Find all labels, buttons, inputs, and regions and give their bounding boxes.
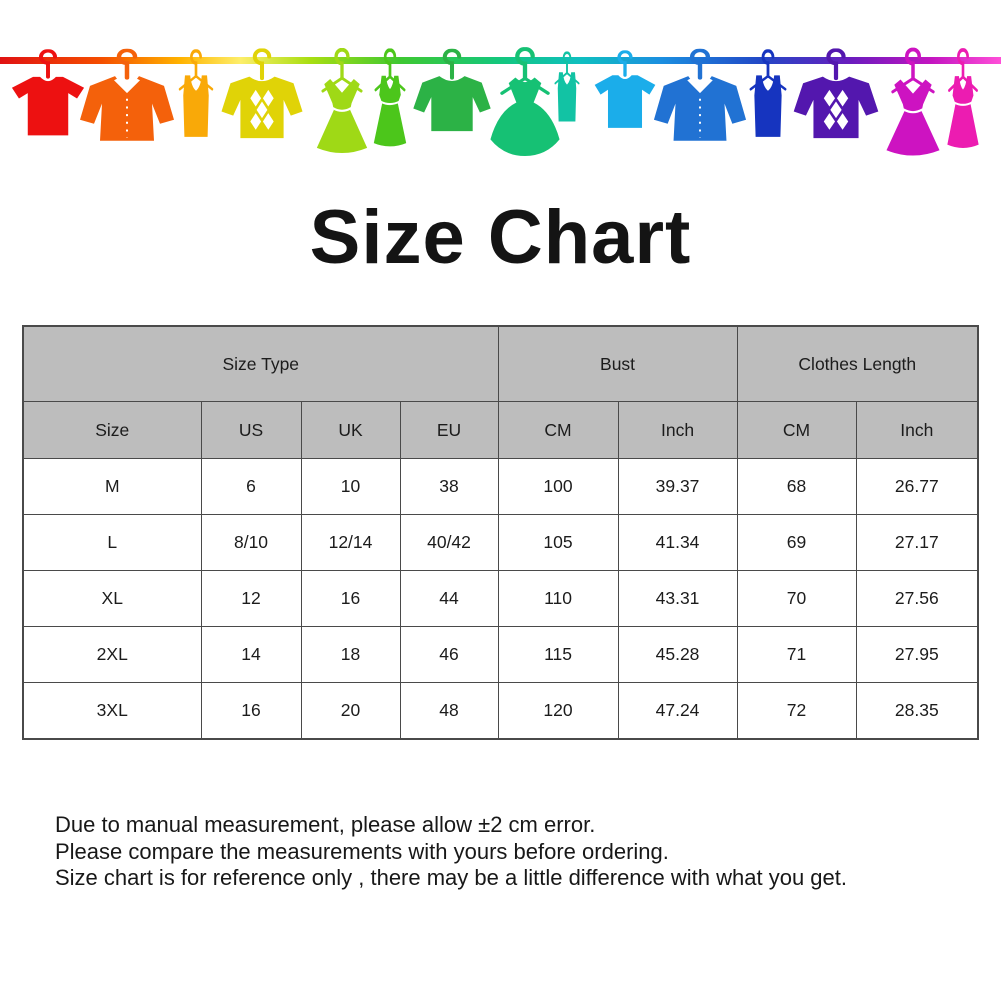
column-header-cell: Inch [855, 401, 979, 459]
size-cell: L [22, 514, 202, 571]
column-header-row: Size US UK EU CM Inch CM Inch [22, 401, 979, 459]
column-header-cell: CM [497, 401, 619, 459]
table-row: M 6 10 38 100 39.37 68 26.77 [22, 458, 979, 515]
value-cell: 72 [736, 682, 857, 740]
value-cell: 120 [497, 682, 619, 740]
column-header-cell: UK [300, 401, 401, 459]
value-cell: 12/14 [300, 514, 401, 571]
value-cell: 38 [399, 458, 499, 515]
dress-full-icon [490, 49, 559, 156]
value-cell: 18 [300, 626, 401, 683]
size-cell: XL [22, 570, 202, 627]
size-table: Size Type Bust Clothes Length Size US UK EU CM I… [22, 325, 980, 740]
note-line: Due to manual measurement, please allow … [55, 812, 596, 837]
value-cell: 39.37 [617, 458, 738, 515]
dress-slip-icon [371, 48, 409, 149]
value-cell: 40/42 [399, 514, 499, 571]
note-line: Size chart is for reference only , there… [55, 865, 847, 890]
value-cell: 41.34 [617, 514, 738, 571]
value-cell: 43.31 [617, 570, 738, 627]
value-cell: 48 [399, 682, 499, 740]
table-row: XL 12 16 44 110 43.31 70 27.56 [22, 570, 979, 627]
value-cell: 26.77 [855, 458, 979, 515]
column-header-cell: EU [399, 401, 499, 459]
column-header-cell: Size [22, 401, 202, 459]
group-header-cell: Clothes Length [736, 325, 979, 402]
size-cell: 3XL [22, 682, 202, 740]
table-row: 3XL 16 20 48 120 47.24 72 28.35 [22, 682, 979, 740]
value-cell: 69 [736, 514, 857, 571]
value-cell: 110 [497, 570, 619, 627]
value-cell: 27.17 [855, 514, 979, 571]
value-cell: 14 [200, 626, 302, 683]
value-cell: 20 [300, 682, 401, 740]
value-cell: 100 [497, 458, 619, 515]
value-cell: 47.24 [617, 682, 738, 740]
value-cell: 105 [497, 514, 619, 571]
group-header-row: Size Type Bust Clothes Length [22, 325, 979, 402]
group-header-cell: Size Type [22, 325, 499, 402]
dress-flared-icon [884, 47, 942, 158]
value-cell: 27.95 [855, 626, 979, 683]
value-cell: 10 [300, 458, 401, 515]
value-cell: 115 [497, 626, 619, 683]
value-cell: 44 [399, 570, 499, 627]
size-cell: M [22, 458, 202, 515]
value-cell: 46 [399, 626, 499, 683]
value-cell: 6 [200, 458, 302, 515]
page-title: Size Chart [309, 195, 692, 280]
value-cell: 12 [200, 570, 302, 627]
value-cell: 45.28 [617, 626, 738, 683]
rainbow-rod [0, 57, 1001, 64]
group-header-cell: Bust [497, 325, 738, 402]
value-cell: 70 [736, 570, 857, 627]
dress-slip-icon [945, 48, 981, 150]
value-cell: 8/10 [200, 514, 302, 571]
column-header-cell: CM [736, 401, 857, 459]
value-cell: 16 [200, 682, 302, 740]
measurement-notes: Due to manual measurement, please allow … [55, 812, 985, 892]
value-cell: 68 [736, 458, 857, 515]
column-header-cell: Inch [617, 401, 738, 459]
column-header-cell: US [200, 401, 302, 459]
clothes-banner [0, 0, 1001, 175]
value-cell: 28.35 [855, 682, 979, 740]
table-row: 2XL 14 18 46 115 45.28 71 27.95 [22, 626, 979, 683]
value-cell: 16 [300, 570, 401, 627]
note-line: Please compare the measurements with you… [55, 838, 669, 864]
dress-flared-icon [314, 47, 370, 155]
value-cell: 27.56 [855, 570, 979, 627]
table-row: L 8/10 12/14 40/42 105 41.34 69 27.17 [22, 514, 979, 571]
size-cell: 2XL [22, 626, 202, 683]
value-cell: 71 [736, 626, 857, 683]
